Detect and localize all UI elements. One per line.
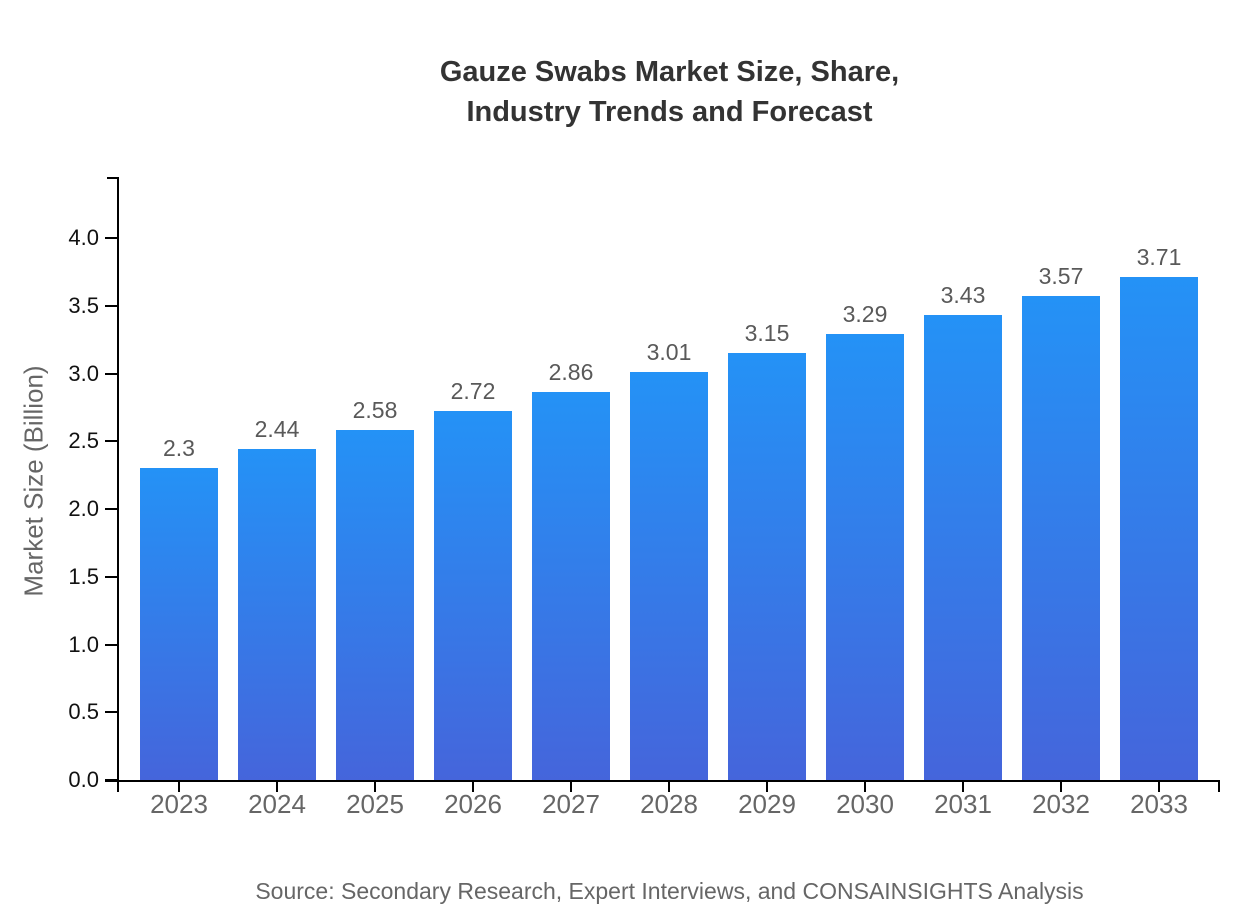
y-axis-tick-label: 1.0 xyxy=(68,631,99,657)
source-note: Source: Secondary Research, Expert Inter… xyxy=(255,878,1084,904)
bar xyxy=(336,430,414,780)
x-axis-tick xyxy=(276,782,278,792)
chart-title-line-2: Industry Trends and Forecast xyxy=(466,96,873,128)
bar-value-label: 3.01 xyxy=(646,339,692,366)
bar xyxy=(434,411,512,780)
chart-title-line-1: Gauze Swabs Market Size, Share, xyxy=(439,56,900,88)
bar xyxy=(532,392,610,780)
x-axis-tick xyxy=(178,782,180,792)
y-axis-tick-label: 2.0 xyxy=(68,496,99,521)
bar-value-label: 3.71 xyxy=(1136,244,1182,271)
bar xyxy=(238,449,316,780)
bar-value-label: 2.44 xyxy=(254,416,300,443)
x-axis-tick-label: 2026 xyxy=(444,789,502,819)
bar xyxy=(630,372,708,780)
bar xyxy=(728,353,806,780)
x-axis-tick xyxy=(668,782,670,792)
y-axis-top-cap xyxy=(107,177,119,179)
y-axis-tick-label: 3.5 xyxy=(68,292,99,318)
x-axis-tick xyxy=(962,782,964,792)
y-axis-tick xyxy=(105,711,119,714)
x-axis-tick xyxy=(1060,782,1062,792)
y-axis-tick xyxy=(105,237,119,239)
x-axis-tick xyxy=(864,782,866,792)
x-axis-tick-label: 2023 xyxy=(150,789,208,819)
x-axis-tick-label: 2027 xyxy=(542,789,600,819)
y-axis-tick-label: 0.5 xyxy=(68,699,99,725)
bar xyxy=(924,315,1002,780)
y-axis-tick xyxy=(105,643,119,646)
y-axis-tick xyxy=(105,779,119,781)
y-axis-tick-label: 1.5 xyxy=(68,563,99,589)
bar-value-label: 3.43 xyxy=(940,282,986,309)
y-axis-tick xyxy=(105,372,119,375)
x-axis-tick-label: 2024 xyxy=(248,789,306,819)
x-axis-line xyxy=(105,780,1220,782)
bar xyxy=(140,468,218,780)
y-axis-tick xyxy=(105,304,119,307)
bar-value-label: 2.86 xyxy=(548,359,594,386)
bar-value-label: 3.57 xyxy=(1038,263,1084,290)
y-axis-tick-label: 3.0 xyxy=(68,360,99,386)
y-axis-tick-label: 0.0 xyxy=(68,767,99,792)
y-axis-tick xyxy=(105,508,119,510)
x-axis-tick-label: 2033 xyxy=(1130,789,1188,819)
bar xyxy=(826,334,904,780)
y-axis-line xyxy=(117,177,119,792)
bar xyxy=(1022,296,1100,780)
x-axis-tick-label: 2029 xyxy=(738,789,796,819)
plot-area: 0.0 0.5 1.0 1.5 2.0 2.5 3.0 3.5 4.0 2.3 2023 2.44 20… xyxy=(68,177,1220,819)
x-axis-tick-label: 2032 xyxy=(1032,789,1090,819)
x-axis-right-cap xyxy=(1218,780,1220,792)
bar-value-label: 3.29 xyxy=(842,301,888,328)
x-axis-tick-label: 2031 xyxy=(934,789,992,819)
bar-value-label: 2.72 xyxy=(450,378,496,405)
chart-title: Gauze Swabs Market Size, Share, Industry… xyxy=(119,52,1220,132)
bar-value-label: 2.3 xyxy=(163,435,195,462)
x-axis-tick-label: 2025 xyxy=(346,789,404,819)
y-axis-tick xyxy=(105,440,119,443)
y-axis-tick-label: 4.0 xyxy=(68,225,99,250)
bar xyxy=(1120,277,1198,780)
y-axis-tick-label: 2.5 xyxy=(68,428,99,454)
x-axis-tick-label: 2028 xyxy=(640,789,698,819)
x-axis-tick xyxy=(472,782,474,792)
bar-value-label: 3.15 xyxy=(744,320,790,347)
bar-value-label: 2.58 xyxy=(352,397,398,424)
x-axis-tick-label: 2030 xyxy=(836,789,894,819)
x-axis-tick xyxy=(374,782,376,792)
y-axis-tick xyxy=(105,575,119,578)
x-axis-tick xyxy=(766,782,768,792)
x-axis-tick xyxy=(1158,782,1160,792)
x-axis-tick xyxy=(570,782,572,792)
y-axis-label: Market Size (Billion) xyxy=(18,365,49,597)
